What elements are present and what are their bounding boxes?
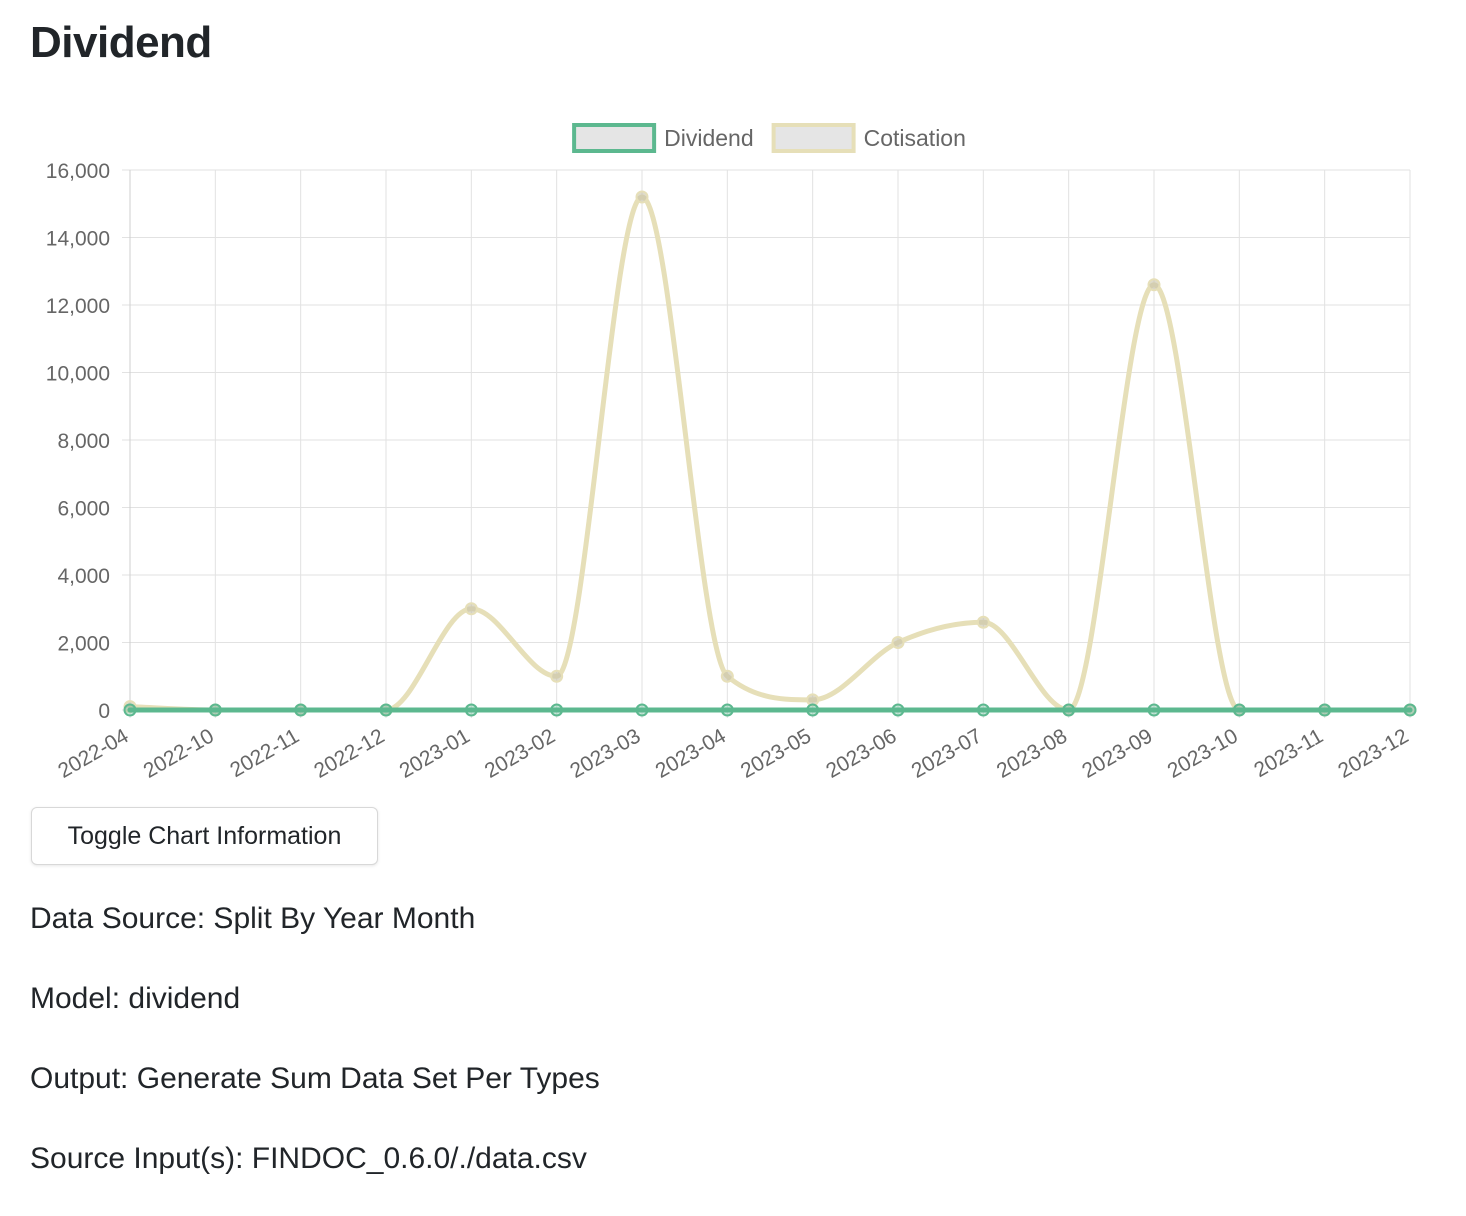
x-tick-label: 2023-04 xyxy=(652,724,731,783)
dividend-point xyxy=(466,705,477,716)
cotisation-line xyxy=(130,197,1410,710)
x-tick-label: 2023-09 xyxy=(1078,724,1156,782)
x-tick-label: 2022-10 xyxy=(140,724,218,782)
dividend-point xyxy=(295,705,306,716)
dividend-point xyxy=(1234,705,1245,716)
x-tick-label: 2023-06 xyxy=(822,724,900,782)
y-tick-label: 2,000 xyxy=(57,633,110,656)
dividend-point xyxy=(125,705,136,716)
line-chart: 0 2,000 4,000 6,000 8,000 10,000 12,000 14,000 1… xyxy=(0,100,1466,810)
dividend-point xyxy=(722,705,733,716)
y-tick-label: 4,000 xyxy=(57,565,110,588)
x-tick-label: 2022-04 xyxy=(54,724,133,783)
model-text: Model: dividend xyxy=(30,982,240,1016)
y-tick-label: 12,000 xyxy=(46,295,110,318)
dividend-point xyxy=(1149,705,1160,716)
data-source-text: Data Source: Split By Year Month xyxy=(30,902,475,936)
toggle-chart-information-button[interactable]: Toggle Chart Information xyxy=(31,807,378,865)
y-tick-label: 10,000 xyxy=(46,363,110,386)
x-tick-label: 2023-08 xyxy=(993,724,1071,782)
legend-swatch-dividend xyxy=(574,125,654,151)
dividend-point xyxy=(893,705,904,716)
x-tick-label: 2023-02 xyxy=(481,724,559,782)
cotisation-point xyxy=(978,617,989,628)
y-tick-label: 6,000 xyxy=(57,498,110,521)
page-title: Dividend xyxy=(30,18,212,68)
dividend-point xyxy=(381,705,392,716)
x-tick-label: 2023-01 xyxy=(396,724,474,782)
dividend-point xyxy=(1063,705,1074,716)
cotisation-point xyxy=(551,671,562,682)
x-tick-label: 2022-11 xyxy=(226,724,303,782)
y-tick-label: 16,000 xyxy=(46,160,110,183)
legend-label-dividend: Dividend xyxy=(664,125,754,151)
cotisation-point xyxy=(893,637,904,648)
cotisation-point xyxy=(637,192,648,203)
x-tick-label: 2023-07 xyxy=(908,724,986,782)
x-tick-label: 2023-11 xyxy=(1250,724,1327,782)
dividend-point xyxy=(637,705,648,716)
dividend-point xyxy=(978,705,989,716)
dividend-point xyxy=(210,705,221,716)
output-text: Output: Generate Sum Data Set Per Types xyxy=(30,1062,600,1096)
y-tick-label: 14,000 xyxy=(46,228,110,251)
dividend-point xyxy=(551,705,562,716)
chart-container: 0 2,000 4,000 6,000 8,000 10,000 12,000 14,000 1… xyxy=(0,100,1466,810)
dividend-point xyxy=(1405,705,1416,716)
legend-label-cotisation: Cotisation xyxy=(864,125,966,151)
source-inputs-text: Source Input(s): FINDOC_0.6.0/./data.csv xyxy=(30,1142,587,1176)
cotisation-point xyxy=(1149,279,1160,290)
x-tick-label: 2023-12 xyxy=(1334,724,1412,782)
dividend-point xyxy=(1319,705,1330,716)
y-tick-label: 8,000 xyxy=(57,430,110,453)
x-tick-label: 2022-12 xyxy=(310,724,388,782)
x-tick-label: 2023-05 xyxy=(737,724,815,782)
dividend-point xyxy=(807,705,818,716)
x-tick-label: 2023-10 xyxy=(1164,724,1242,782)
cotisation-point xyxy=(722,671,733,682)
cotisation-point xyxy=(466,603,477,614)
x-tick-label: 2023-03 xyxy=(566,724,644,782)
legend-swatch-cotisation xyxy=(774,125,854,151)
y-tick-label: 0 xyxy=(98,700,110,723)
